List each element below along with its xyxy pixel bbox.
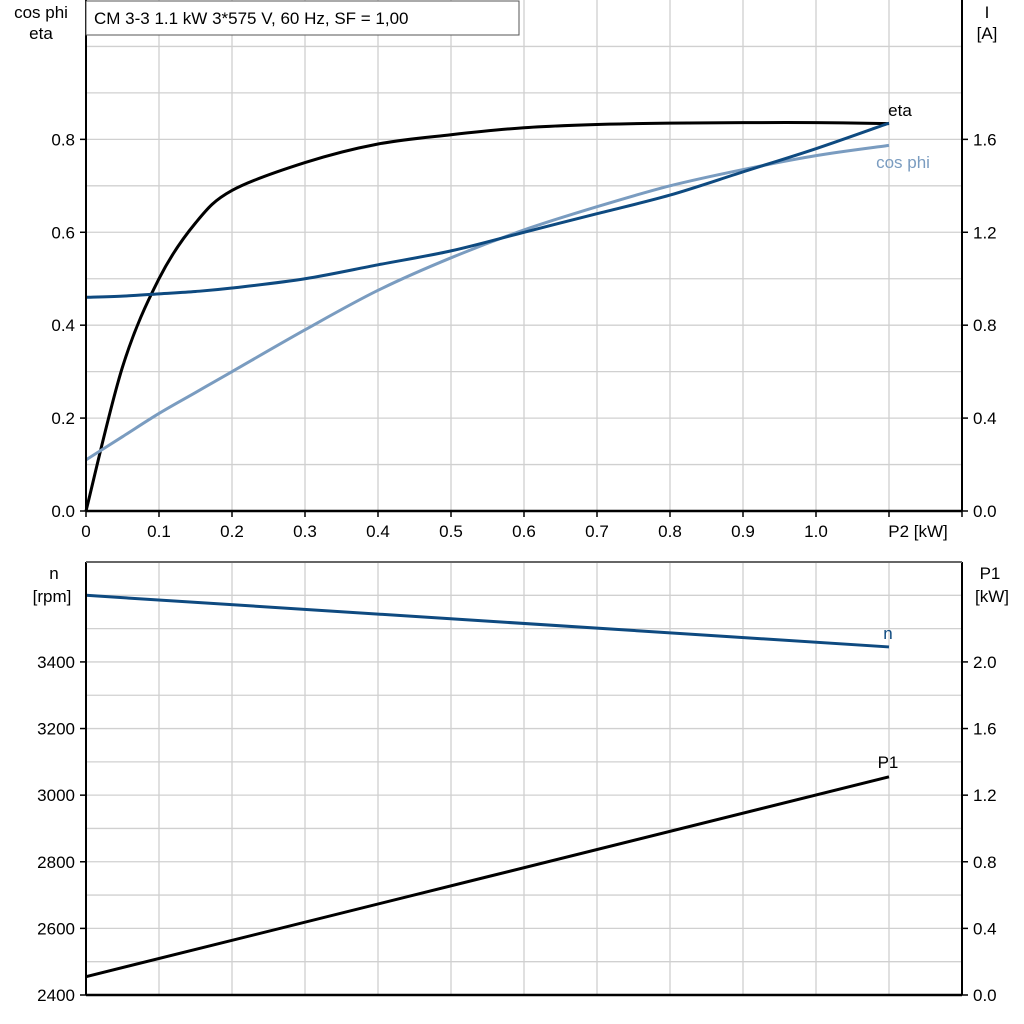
right-tick-label: 2.0 [973,653,997,672]
top-left-axis-label-1: cos phi [14,3,68,22]
bottom-left-axis-label-1: n [49,564,58,583]
axes: 0.0 0.2 0.4 0.6 0.8 0.0 0.4 0.8 1.2 1.6 0 0.1 0.2 0.3… [37,0,997,1005]
x-tick-label: 0.3 [293,522,317,541]
left-tick-label: 0.8 [51,130,75,149]
right-tick-label: 0.0 [973,502,997,521]
x-tick-label: 0.4 [366,522,390,541]
left-tick-label: 0.0 [51,502,75,521]
cos-phi-series-label: cos phi [876,153,930,172]
curves [84,121,890,979]
n-series-label: n [883,624,892,643]
left-tick-label: 0.2 [51,409,75,428]
right-tick-label: 0.8 [973,316,997,335]
top-grid [86,0,962,511]
title-box [85,0,520,36]
right-tick-label: 1.6 [973,720,997,739]
x-tick-label: 0.9 [731,522,755,541]
left-tick-label: 2800 [37,853,75,872]
x-tick-label: 0 [81,522,90,541]
x-tick-label: 0.8 [658,522,682,541]
right-tick-label: 0.4 [973,409,997,428]
right-tick-label: 1.2 [973,223,997,242]
bottom-left-axis-label-2: [rpm] [33,587,72,606]
left-tick-label: 3200 [37,720,75,739]
bottom-right-axis-label-1: P1 [980,564,1001,583]
x-tick-label: 0.5 [439,522,463,541]
x-tick-label: 0.6 [512,522,536,541]
x-tick-label: 1.0 [804,522,828,541]
x-tick-label: 0.1 [147,522,171,541]
top-right-axis-label-1: I [985,3,990,22]
right-tick-label: 0.4 [973,919,997,938]
bottom-grid [86,562,962,995]
bottom-right-axis-label-2: [kW] [975,587,1009,606]
left-tick-label: 3400 [37,653,75,672]
cos-phi-curve [85,143,890,462]
left-tick-label: 3000 [37,786,75,805]
p1-curve [85,775,890,979]
top-right-axis-label-2: [A] [977,24,998,43]
chart-title: CM 3-3 1.1 kW 3*575 V, 60 Hz, SF = 1,00 [94,9,409,28]
p1-series-label: P1 [878,753,899,772]
x-tick-label: 0.2 [220,522,244,541]
x-axis-label: P2 [kW] [888,522,948,541]
left-tick-label: 2400 [37,986,75,1005]
current-curve [85,121,890,299]
right-tick-label: 0.8 [973,853,997,872]
right-tick-label: 1.6 [973,130,997,149]
left-tick-label: 0.6 [51,223,75,242]
top-left-axis-label-2: eta [29,24,53,43]
x-tick-label: 0.7 [585,522,609,541]
eta-curve [84,121,890,512]
right-tick-label: 0.0 [973,986,997,1005]
right-tick-label: 1.2 [973,786,997,805]
left-tick-label: 2600 [37,919,75,938]
left-tick-label: 0.4 [51,316,75,335]
speed-curve [85,593,890,649]
eta-series-label: eta [888,101,912,120]
